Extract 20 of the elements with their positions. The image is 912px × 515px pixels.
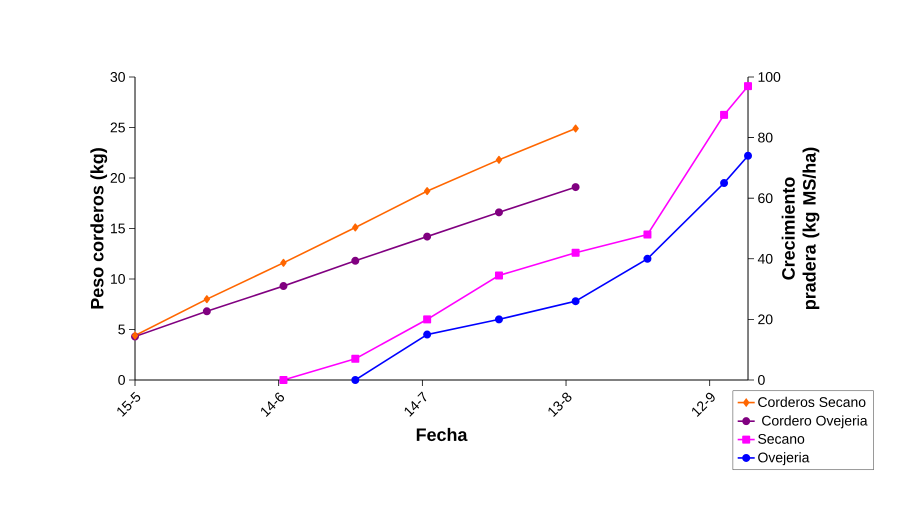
y-tick-label: 10 xyxy=(111,274,125,284)
y2-tick-label: 80 xyxy=(758,132,773,143)
x-axis-title: Fecha xyxy=(416,428,468,442)
y2-tick-label: 100 xyxy=(758,72,780,82)
y2-tick-label: 20 xyxy=(758,314,773,324)
y-tick-label: 30 xyxy=(110,72,125,82)
y2-tick-label: 40 xyxy=(758,254,773,264)
y-axis-title: Peso corderos (kg) xyxy=(90,148,108,308)
y-tick-label: 25 xyxy=(110,122,125,132)
y-tick-label: 20 xyxy=(110,173,125,183)
y-tick-label: 15 xyxy=(111,224,125,234)
y-tick-label: 5 xyxy=(118,324,125,334)
legend-label: Ovejeria xyxy=(758,452,810,466)
y2-tick-label: 0 xyxy=(758,375,765,385)
legend-label: Corderos Secano xyxy=(758,396,866,408)
y2-axis-title: Crecimiento pradera (kg MS/ha) xyxy=(782,148,820,310)
legend-label: Cordero Ovejeria xyxy=(762,415,868,428)
legend-label: Secano xyxy=(758,434,804,444)
y-tick-label: 0 xyxy=(118,375,125,385)
y2-tick-label: 60 xyxy=(758,193,773,204)
